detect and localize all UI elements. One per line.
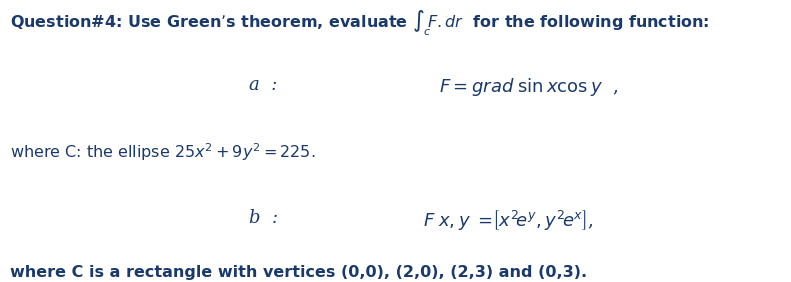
Text: $F = grad\;\sin x\cos y$  ,: $F = grad\;\sin x\cos y$ , [439,76,619,98]
Text: where C is a rectangle with vertices (0,0), (2,0), (2,3) and (0,3).: where C is a rectangle with vertices (0,… [10,265,588,280]
Text: a  :: a : [249,76,278,94]
Text: Question#4: Use Green’s theorem, evaluate $\int_c\! F{.}dr$  for the following f: Question#4: Use Green’s theorem, evaluat… [10,8,710,38]
Text: b  :: b : [249,209,278,227]
Text: $F\; x,y\; =\!\left[x^2\!e^y, y^2\!e^x\right]$,: $F\; x,y\; =\!\left[x^2\!e^y, y^2\!e^x\r… [423,209,594,233]
Text: where C: the ellipse $25x^2 +9y^2 = 225$.: where C: the ellipse $25x^2 +9y^2 = 225$… [10,141,316,163]
